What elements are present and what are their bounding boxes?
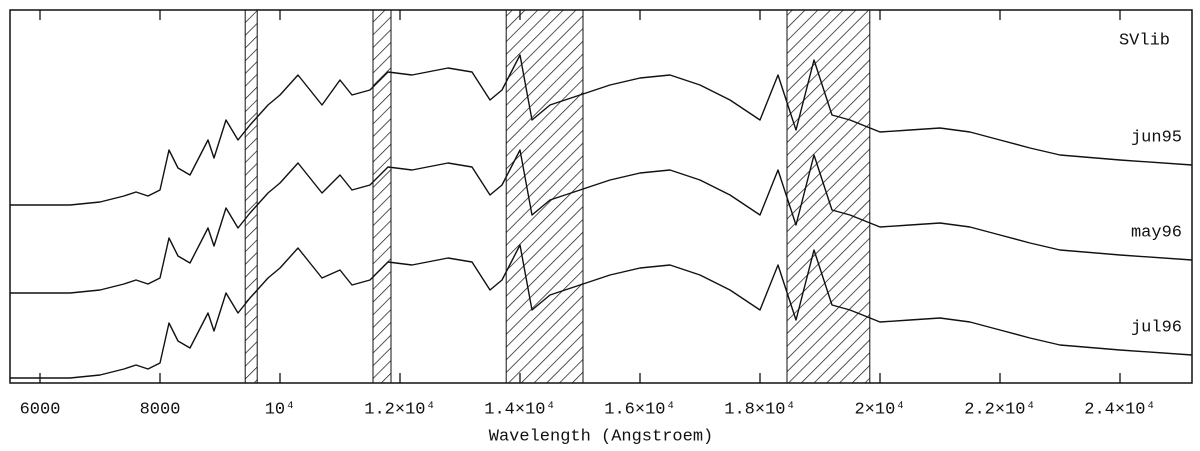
x-tick-label: 2.2×10⁴ bbox=[964, 400, 1035, 419]
plot-frame bbox=[9, 9, 1193, 384]
x-tick-label: 1.6×10⁴ bbox=[604, 400, 675, 419]
panel-label: SVlib bbox=[1119, 31, 1170, 50]
x-tick-label: 2.4×10⁴ bbox=[1084, 400, 1155, 419]
spectrum-line bbox=[10, 244, 1193, 379]
series-label: jun95 bbox=[1131, 128, 1182, 147]
hatched-band bbox=[372, 9, 392, 384]
x-axis-label: Wavelength (Angstroem) bbox=[489, 427, 713, 446]
x-tick-label: 8000 bbox=[140, 400, 181, 419]
hatched-band bbox=[244, 9, 258, 384]
x-tick-label: 10⁴ bbox=[265, 400, 296, 419]
x-tick-label: 2×10⁴ bbox=[854, 400, 905, 419]
spectrum-line bbox=[10, 54, 1193, 206]
x-tick-label: 1.4×10⁴ bbox=[484, 400, 555, 419]
series-label: jul96 bbox=[1131, 318, 1182, 337]
hatched-band bbox=[786, 9, 871, 384]
x-tick-label: 6000 bbox=[20, 400, 61, 419]
series-label: may96 bbox=[1131, 223, 1182, 242]
hatched-band bbox=[505, 9, 584, 384]
spectrum-line bbox=[10, 149, 1193, 294]
x-tick-label: 1.8×10⁴ bbox=[724, 400, 795, 419]
x-tick-label: 1.2×10⁴ bbox=[364, 400, 435, 419]
